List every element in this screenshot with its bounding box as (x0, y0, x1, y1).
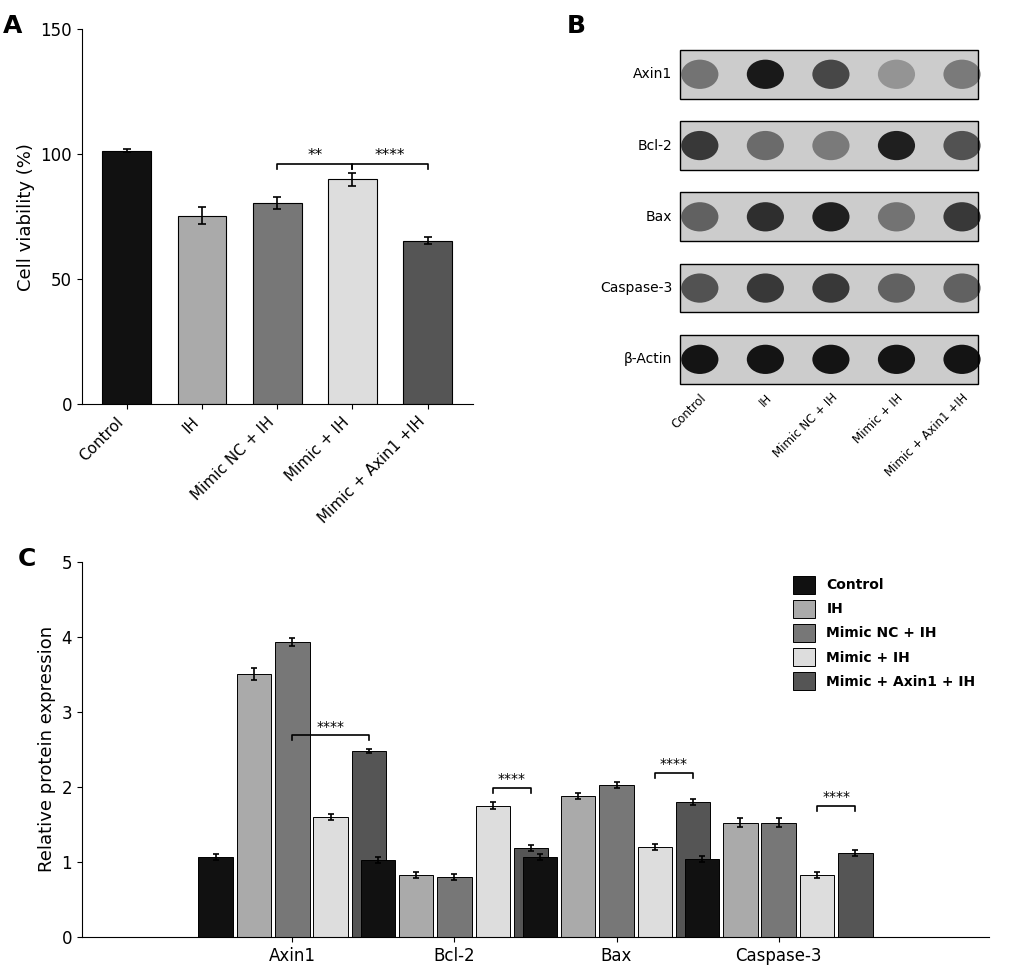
Bar (799, 874, 834, 937)
Text: ****: **** (375, 148, 405, 163)
Text: Control: Control (668, 391, 708, 430)
Bar (599, 786, 633, 937)
Bar (838, 853, 871, 937)
Bar (680, 192, 976, 241)
Ellipse shape (943, 345, 979, 374)
Bar (680, 264, 976, 312)
Text: C: C (18, 547, 37, 571)
Ellipse shape (877, 60, 914, 89)
Bar (522, 858, 556, 937)
Text: **: ** (307, 148, 322, 163)
Bar (676, 802, 709, 937)
Ellipse shape (746, 131, 784, 160)
Ellipse shape (746, 345, 784, 374)
Bar (680, 335, 976, 384)
Ellipse shape (746, 202, 784, 231)
Ellipse shape (681, 202, 717, 231)
Text: A: A (3, 15, 22, 38)
Bar (236, 674, 271, 937)
Text: ****: **** (821, 791, 849, 804)
Bar (760, 823, 795, 937)
Text: ****: **** (659, 757, 688, 771)
Bar (361, 860, 394, 937)
Text: Bax: Bax (645, 210, 672, 224)
Ellipse shape (681, 273, 717, 303)
Text: Mimic NC + IH: Mimic NC + IH (770, 391, 840, 461)
Ellipse shape (943, 60, 979, 89)
Bar (313, 817, 347, 937)
Text: Caspase-3: Caspase-3 (599, 281, 672, 295)
Bar (398, 875, 433, 937)
Bar (637, 847, 672, 937)
Ellipse shape (681, 345, 717, 374)
Bar (328, 180, 377, 404)
Ellipse shape (943, 131, 979, 160)
Text: IH: IH (756, 391, 773, 409)
Bar (514, 848, 548, 937)
Ellipse shape (811, 345, 849, 374)
Ellipse shape (943, 273, 979, 303)
Ellipse shape (681, 60, 717, 89)
Y-axis label: Relative protein expression: Relative protein expression (38, 627, 56, 873)
Text: Axin1: Axin1 (633, 67, 672, 81)
Bar (680, 264, 976, 312)
Ellipse shape (746, 273, 784, 303)
Bar (352, 751, 386, 937)
Bar (680, 50, 976, 99)
Bar (275, 642, 310, 937)
Text: B: B (567, 15, 585, 38)
Bar (475, 805, 510, 937)
Bar (560, 796, 595, 937)
Ellipse shape (811, 131, 849, 160)
Legend: Control, IH, Mimic NC + IH, Mimic + IH, Mimic + Axin1 + IH: Control, IH, Mimic NC + IH, Mimic + IH, … (786, 569, 981, 697)
Bar (102, 150, 151, 404)
Text: β-Actin: β-Actin (624, 352, 672, 366)
Bar (199, 857, 232, 937)
Text: Bcl-2: Bcl-2 (637, 139, 672, 152)
Text: ****: **** (497, 772, 526, 787)
Ellipse shape (811, 273, 849, 303)
Bar (403, 240, 451, 404)
Ellipse shape (746, 60, 784, 89)
Text: Mimic + Axin1 +IH: Mimic + Axin1 +IH (882, 391, 970, 479)
Text: ****: **** (316, 719, 344, 734)
Ellipse shape (811, 60, 849, 89)
Text: Mimic + IH: Mimic + IH (850, 391, 905, 446)
Bar (680, 121, 976, 170)
Bar (680, 335, 976, 384)
Bar (684, 859, 718, 937)
Bar (253, 203, 302, 404)
Ellipse shape (877, 202, 914, 231)
Bar (722, 823, 757, 937)
Ellipse shape (681, 131, 717, 160)
Y-axis label: Cell viability (%): Cell viability (%) (16, 142, 35, 291)
Bar (680, 121, 976, 170)
Ellipse shape (877, 345, 914, 374)
Bar (680, 192, 976, 241)
Ellipse shape (877, 273, 914, 303)
Bar (437, 877, 471, 937)
Bar (177, 216, 226, 404)
Ellipse shape (877, 131, 914, 160)
Bar (680, 50, 976, 99)
Ellipse shape (943, 202, 979, 231)
Ellipse shape (811, 202, 849, 231)
